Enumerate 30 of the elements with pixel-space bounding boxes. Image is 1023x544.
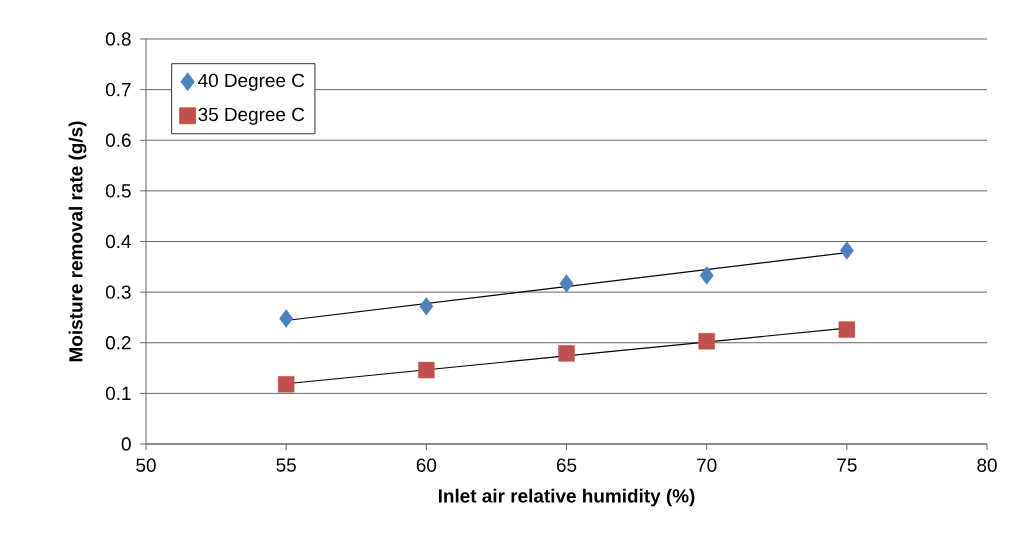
x-tick-label: 75 <box>837 458 857 472</box>
point <box>698 333 715 350</box>
point <box>419 297 434 316</box>
legend-label: 35 Degree C <box>198 107 305 125</box>
y-tick-label: 0.1 <box>105 386 131 401</box>
y-tick-label: 0.5 <box>105 184 131 198</box>
point <box>699 266 714 285</box>
point <box>418 361 435 379</box>
legend-label: 40 Degree C <box>198 73 305 91</box>
y-tick-label: 0.6 <box>105 133 131 147</box>
y-tick-label: 0.8 <box>105 32 131 46</box>
point <box>838 321 856 338</box>
x-axis-title: Inlet air relative humidity (%) <box>438 488 695 507</box>
y-tick-label: 0.3 <box>105 285 131 299</box>
x-tick-label: 50 <box>136 458 156 472</box>
y-tick-label: 0.7 <box>105 82 131 97</box>
y-tick-label: 0 <box>121 437 131 451</box>
y-tick-label: 0.2 <box>105 336 131 350</box>
point <box>277 376 295 393</box>
point <box>559 274 574 293</box>
y-tick-label: 0.4 <box>105 234 131 249</box>
x-tick-label: 55 <box>276 458 296 472</box>
point <box>839 241 854 260</box>
x-tick-label: 70 <box>697 458 717 472</box>
point <box>558 345 575 362</box>
x-tick-label: 60 <box>416 458 437 472</box>
x-tick-label: 65 <box>556 458 577 472</box>
x-tick-label: 80 <box>977 458 997 472</box>
y-axis-title: Moisture removal rate (g/s) <box>68 121 87 362</box>
point <box>279 309 294 328</box>
